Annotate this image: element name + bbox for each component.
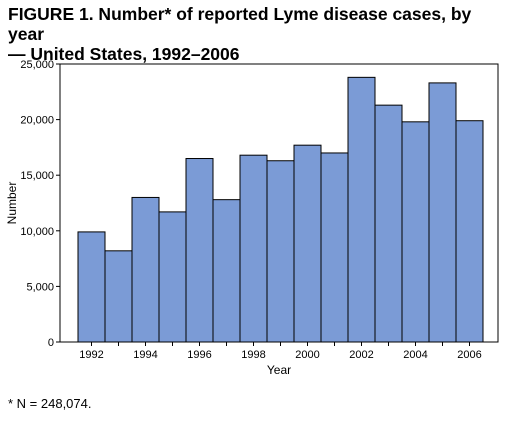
x-tick-label: 2006 bbox=[457, 349, 481, 361]
x-axis: 1992 1994 1996 1998 2000 2002 2004 2006 bbox=[79, 342, 482, 361]
x-tick-label: 1996 bbox=[187, 349, 211, 361]
bar-2003 bbox=[374, 104, 403, 343]
chart-title-line-1: FIGURE 1. Number* of reported Lyme disea… bbox=[8, 4, 472, 44]
y-tick-label: 5,000 bbox=[26, 281, 54, 293]
bar-1999 bbox=[266, 160, 295, 343]
footnote: * N = 248,074. bbox=[8, 396, 92, 411]
bar-1992 bbox=[77, 231, 106, 343]
bar-1997 bbox=[212, 199, 241, 343]
x-axis-label: Year bbox=[267, 363, 291, 377]
bar-2002 bbox=[347, 76, 376, 343]
y-tick-label: 25,000 bbox=[20, 59, 54, 71]
bar-2004 bbox=[401, 121, 430, 343]
bar-2000 bbox=[293, 144, 322, 343]
chart-title: FIGURE 1. Number* of reported Lyme disea… bbox=[8, 4, 502, 64]
bar-1998 bbox=[239, 154, 268, 343]
plot-area-frame bbox=[59, 63, 499, 343]
x-tick-label: 2000 bbox=[295, 349, 319, 361]
bar-2001 bbox=[320, 152, 349, 343]
bar-1995 bbox=[158, 211, 187, 343]
y-axis: 0 5,000 10,000 15,000 20,000 25,000 bbox=[20, 59, 60, 349]
y-tick-label: 15,000 bbox=[20, 170, 54, 182]
x-tick-label: 2002 bbox=[349, 349, 373, 361]
bar-2005 bbox=[428, 82, 457, 343]
x-tick-label: 1998 bbox=[241, 349, 265, 361]
y-tick-label: 10,000 bbox=[20, 226, 54, 238]
bars-group bbox=[77, 76, 484, 343]
bar-1996 bbox=[185, 158, 214, 343]
bar-1994 bbox=[131, 196, 160, 343]
x-tick-label: 2004 bbox=[403, 349, 427, 361]
y-tick-label: 20,000 bbox=[20, 115, 54, 127]
x-tick-label: 1994 bbox=[133, 349, 157, 361]
bar-2006 bbox=[455, 120, 484, 343]
y-axis-label: Number bbox=[5, 182, 19, 225]
x-tick-label: 1992 bbox=[79, 349, 103, 361]
chart-title-line-2: — United States, 1992–2006 bbox=[8, 44, 240, 64]
bar-1993 bbox=[104, 250, 133, 343]
y-tick-label: 0 bbox=[48, 337, 54, 349]
